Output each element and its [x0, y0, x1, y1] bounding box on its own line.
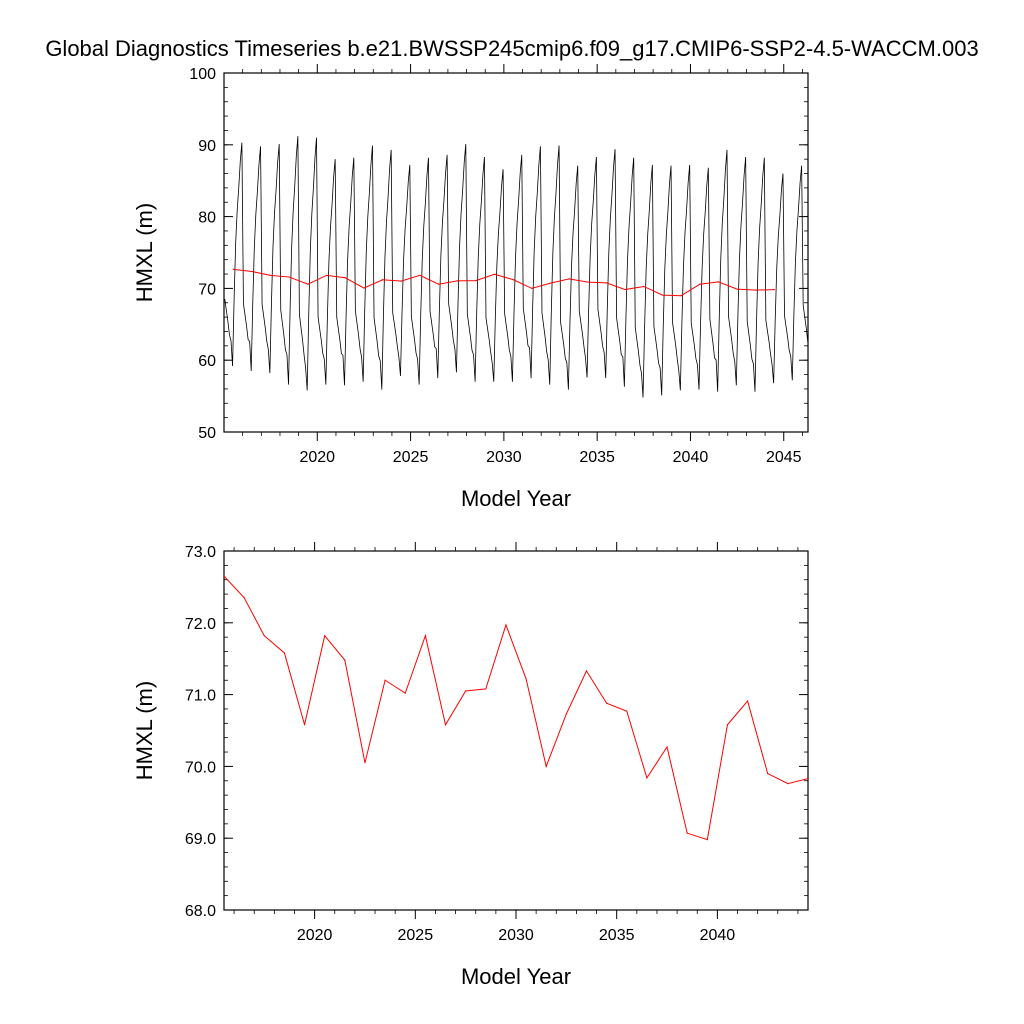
top-y-tick-label: 60 — [198, 353, 216, 370]
top-data-point — [326, 274, 328, 276]
bottom-data-point — [465, 690, 467, 692]
bottom-y-tick-label: 68.0 — [185, 903, 216, 920]
bottom-x-tick-label: 2035 — [599, 927, 635, 944]
bottom-data-point — [324, 635, 326, 637]
bottom-data-point — [283, 652, 286, 654]
bottom-series-annual-line — [224, 575, 808, 841]
bottom-data-point — [525, 678, 527, 680]
bottom-data-point — [686, 832, 688, 834]
bottom-y-axis-label: HMXL (m) — [132, 681, 157, 780]
bottom-x-axis-label: Model Year — [461, 964, 571, 989]
top-data-point — [363, 287, 365, 289]
figure-title: Global Diagnostics Timeseries b.e21.BWSS… — [45, 36, 979, 61]
bottom-data-point — [726, 724, 729, 726]
top-data-point — [587, 281, 589, 283]
bottom-x-tick-label: 2030 — [498, 927, 534, 944]
bottom-x-tick-label: 2040 — [700, 927, 736, 944]
top-y-tick-label: 50 — [198, 425, 216, 442]
bottom-data-point — [626, 710, 628, 712]
top-data-point — [755, 289, 757, 291]
top-x-tick-label: 2045 — [766, 449, 802, 466]
top-y-tick-label: 70 — [198, 281, 216, 298]
bottom-data-point — [606, 702, 608, 704]
top-data-point — [419, 274, 421, 276]
top-data-point — [624, 288, 626, 291]
bottom-data-point — [224, 575, 225, 577]
top-data-point — [512, 279, 514, 281]
bottom-data-point — [646, 777, 648, 779]
bottom-data-point — [485, 688, 487, 690]
top-data-point — [493, 273, 496, 275]
top-data-point — [232, 268, 234, 270]
bottom-data-point — [344, 659, 346, 661]
bottom-data-point — [505, 624, 507, 626]
top-data-point — [381, 279, 384, 281]
bottom-data-point — [706, 839, 708, 841]
bottom-data-point — [746, 700, 749, 702]
top-series-monthly-line — [224, 136, 808, 398]
top-data-point — [437, 283, 440, 285]
top-data-point — [736, 288, 738, 290]
top-data-point — [400, 280, 402, 282]
top-y-tick-label: 80 — [198, 210, 216, 227]
top-x-tick-label: 2040 — [673, 449, 709, 466]
top-y-tick-label: 90 — [198, 138, 216, 155]
top-data-point — [549, 282, 552, 284]
bottom-data-point — [807, 778, 808, 780]
top-data-point — [605, 282, 608, 284]
bottom-y-tick-label: 69.0 — [185, 831, 216, 848]
bottom-y-tick-label: 70.0 — [185, 759, 216, 776]
bottom-panel-annual-mean: 68.0 69.0 70.0 71.0 72.0 73.0 2020 2025 2030 2035… — [132, 542, 809, 989]
top-y-axis-label: HMXL (m) — [132, 203, 157, 302]
bottom-data-point — [243, 597, 245, 599]
top-data-point — [307, 283, 309, 285]
bottom-y-tick-label: 73.0 — [185, 544, 216, 561]
top-data-point — [661, 294, 664, 296]
bottom-data-point — [303, 724, 306, 726]
top-data-point — [643, 285, 645, 288]
top-y-tick-label: 100 — [189, 66, 216, 83]
top-x-tick-label: 2030 — [486, 449, 522, 466]
bottom-data-point — [364, 762, 366, 764]
top-x-tick-label: 2020 — [299, 449, 335, 466]
bottom-data-point — [767, 772, 769, 775]
bottom-x-tick-label: 2025 — [398, 927, 434, 944]
top-plot-frame — [223, 72, 809, 433]
top-data-point — [699, 283, 701, 285]
bottom-data-point — [263, 635, 265, 637]
top-data-point — [568, 278, 570, 280]
top-data-point — [680, 295, 682, 297]
top-panel-timeseries: 50 60 70 80 90 100 2020 2025 2030 2035 2040 2045 Mod… — [132, 64, 809, 511]
bottom-plot-frame — [223, 550, 809, 911]
top-data-point — [475, 280, 477, 282]
bottom-y-tick-label: 72.0 — [185, 616, 216, 633]
bottom-data-point — [444, 724, 447, 726]
top-data-point — [773, 289, 776, 291]
bottom-x-tick-label: 2020 — [297, 927, 333, 944]
top-x-tick-label: 2025 — [393, 449, 429, 466]
top-x-axis-label: Model Year — [461, 486, 571, 511]
top-data-point — [288, 276, 290, 278]
bottom-data-point — [787, 783, 789, 785]
top-data-point — [251, 270, 253, 273]
bottom-data-point — [565, 713, 567, 715]
bottom-data-point — [384, 679, 386, 681]
top-x-tick-label: 2035 — [579, 449, 615, 466]
bottom-data-point — [666, 746, 668, 748]
bottom-data-point — [424, 635, 426, 637]
top-series-annual-line — [233, 268, 775, 297]
top-data-point — [456, 280, 458, 282]
bottom-y-tick-label: 71.0 — [185, 688, 216, 705]
bottom-data-point — [404, 692, 406, 694]
top-data-point — [344, 277, 346, 279]
bottom-data-point — [545, 765, 547, 768]
bottom-data-point — [585, 670, 588, 672]
top-data-point — [531, 287, 533, 289]
top-data-point — [717, 281, 720, 283]
top-data-point — [270, 274, 272, 276]
